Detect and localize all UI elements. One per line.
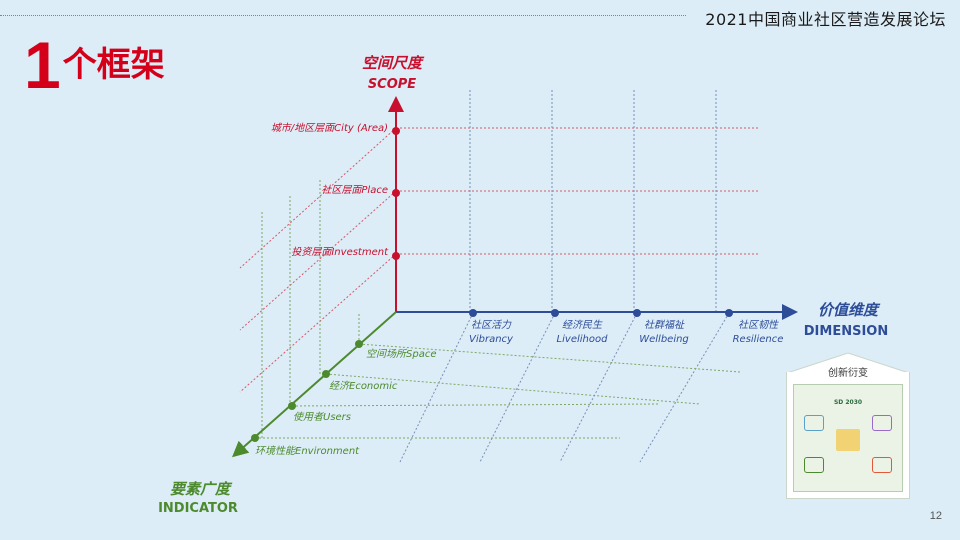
grid-line [325, 373, 701, 405]
dimension-item-en: Wellbeing [639, 334, 689, 345]
dimension-item-en: Resilience [733, 334, 784, 345]
dimension-marker [633, 309, 641, 317]
scope-level-marker [392, 252, 400, 260]
scope-level-marker [392, 189, 400, 197]
grid-line [239, 253, 397, 393]
indicator-marker [322, 370, 330, 378]
handshake-icon [872, 415, 892, 431]
dimension-item-cn: 社群福祉 [644, 319, 685, 331]
page-number: 12 [929, 510, 942, 522]
dimension-axis-label-en: DIMENSION [804, 324, 888, 339]
indicator-axis-label-cn: 要素广度 [170, 480, 233, 498]
indicator-axis-label-en: INDICATOR [158, 501, 238, 516]
indicator-axis [232, 311, 397, 458]
dimension-marker [551, 309, 559, 317]
dotted-grid [239, 90, 760, 463]
scope-axis-label-en: SCOPE [368, 77, 416, 92]
indicator-marker [288, 402, 296, 410]
slide-title-number: 1 [24, 28, 61, 102]
indicator-marker [251, 434, 259, 442]
dimension-item-cn: 社区活力 [471, 319, 512, 331]
grid-line [239, 127, 397, 269]
city-skyline-icon [836, 429, 860, 451]
indicator-item-label: 空间场所Space [366, 348, 436, 360]
scope-level-marker [392, 127, 400, 135]
dimension-marker [469, 309, 477, 317]
grid-line [399, 312, 474, 463]
forum-title: 2021中国商业社区营造发展论坛 [705, 10, 946, 29]
dimension-item-cn: 社区韧性 [738, 319, 779, 331]
scope-level-label: 社区层面Place [321, 184, 388, 196]
innovation-card: 创新衍变 SD 2030 [786, 368, 910, 499]
dimension-item-en: Livelihood [557, 334, 609, 345]
slide-title: 1个框架 [24, 32, 165, 98]
indicator-item-label: 环境性能Environment [255, 445, 360, 457]
header-divider [0, 15, 686, 16]
growth-chart-icon [804, 457, 824, 473]
card-title: 创新衍变 [828, 368, 868, 379]
slide-title-text: 个框架 [62, 45, 165, 85]
people-icon [804, 415, 824, 431]
dimension-item-en: Vibrancy [469, 334, 514, 345]
card-inner-graphic: SD 2030 [793, 384, 903, 492]
dimension-axis-label-cn: 价值维度 [818, 301, 881, 319]
grid-line [239, 190, 397, 331]
scope-level-label: 城市/地区层面City (Area) [271, 122, 388, 134]
dimension-marker [725, 309, 733, 317]
community-icon [872, 457, 892, 473]
scope-level-label: 投资层面Investment [291, 246, 389, 258]
dimension-item-cn: 经济民生 [562, 319, 603, 331]
indicator-item-label: 经济Economic [329, 380, 398, 392]
grid-line [291, 403, 661, 407]
scope-axis-label-cn: 空间尺度 [362, 54, 425, 72]
card-inner-title: SD 2030 [833, 399, 863, 406]
grid-line [639, 312, 730, 463]
indicator-marker [355, 340, 363, 348]
card-roof [786, 352, 910, 374]
indicator-item-label: 使用者Users [293, 411, 351, 423]
